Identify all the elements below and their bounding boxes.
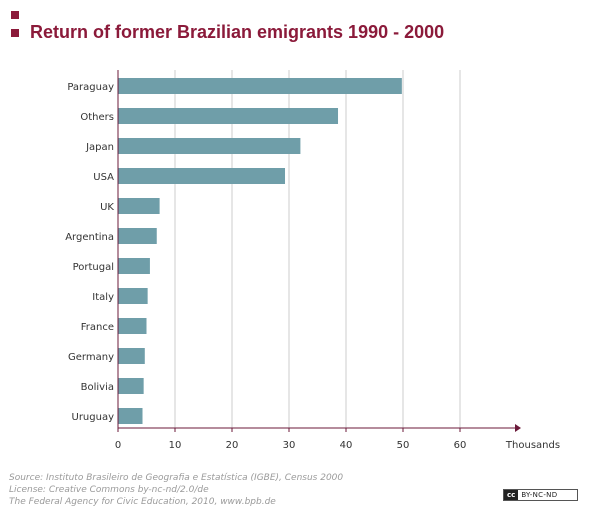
category-label-bolivia: Bolivia — [81, 382, 114, 393]
license-note: License: Creative Commons by-nc-nd/2.0/d… — [9, 485, 209, 495]
bar-usa — [118, 168, 286, 184]
category-label-uk: UK — [100, 202, 114, 213]
bar-france — [118, 318, 147, 334]
x-tick-label-10: 10 — [169, 440, 182, 451]
bar-japan — [118, 138, 301, 154]
category-label-portugal: Portugal — [73, 262, 114, 273]
x-axis-arrow-icon — [515, 424, 521, 432]
category-label-usa: USA — [93, 172, 114, 183]
x-tick-label-20: 20 — [226, 440, 239, 451]
cc-license-badge[interactable]: cc BY-NC-ND — [503, 489, 578, 501]
bar-paraguay — [118, 78, 402, 94]
bar-italy — [118, 288, 148, 304]
title-marker — [11, 29, 19, 37]
category-label-japan: Japan — [85, 142, 114, 153]
bar-bolivia — [118, 378, 144, 394]
bar-argentina — [118, 228, 157, 244]
category-label-uruguay: Uruguay — [72, 412, 115, 423]
chart-title: Return of former Brazilian emigrants 199… — [30, 22, 445, 42]
x-tick-label-40: 40 — [340, 440, 353, 451]
bar-portugal — [118, 258, 150, 274]
category-label-paraguay: Paraguay — [67, 82, 114, 93]
category-label-others: Others — [80, 112, 114, 123]
category-label-argentina: Argentina — [65, 232, 114, 243]
bar-germany — [118, 348, 145, 364]
x-tick-label-50: 50 — [397, 440, 410, 451]
x-tick-label-0: 0 — [115, 440, 121, 451]
bar-uk — [118, 198, 160, 214]
bar-chart: Paraguay Others Japan USA UK Argentina Portuga… — [65, 70, 560, 451]
category-label-france: France — [81, 322, 114, 333]
publisher-note: The Federal Agency for Civic Education, … — [9, 497, 276, 507]
x-axis-label: Thousands — [505, 440, 560, 451]
category-label-germany: Germany — [68, 352, 114, 363]
cc-icon: cc — [504, 490, 519, 500]
footer: Source: Instituto Brasileiro de Geografi… — [9, 472, 343, 508]
x-tick-label-60: 60 — [454, 440, 467, 451]
license-badge-text: BY-NC-ND — [521, 491, 558, 499]
category-label-italy: Italy — [92, 292, 114, 303]
bar-uruguay — [118, 408, 143, 424]
bar-others — [118, 108, 339, 124]
title-marker-top — [11, 11, 19, 19]
source-note: Source: Instituto Brasileiro de Geografi… — [9, 473, 344, 483]
x-tick-label-30: 30 — [283, 440, 296, 451]
